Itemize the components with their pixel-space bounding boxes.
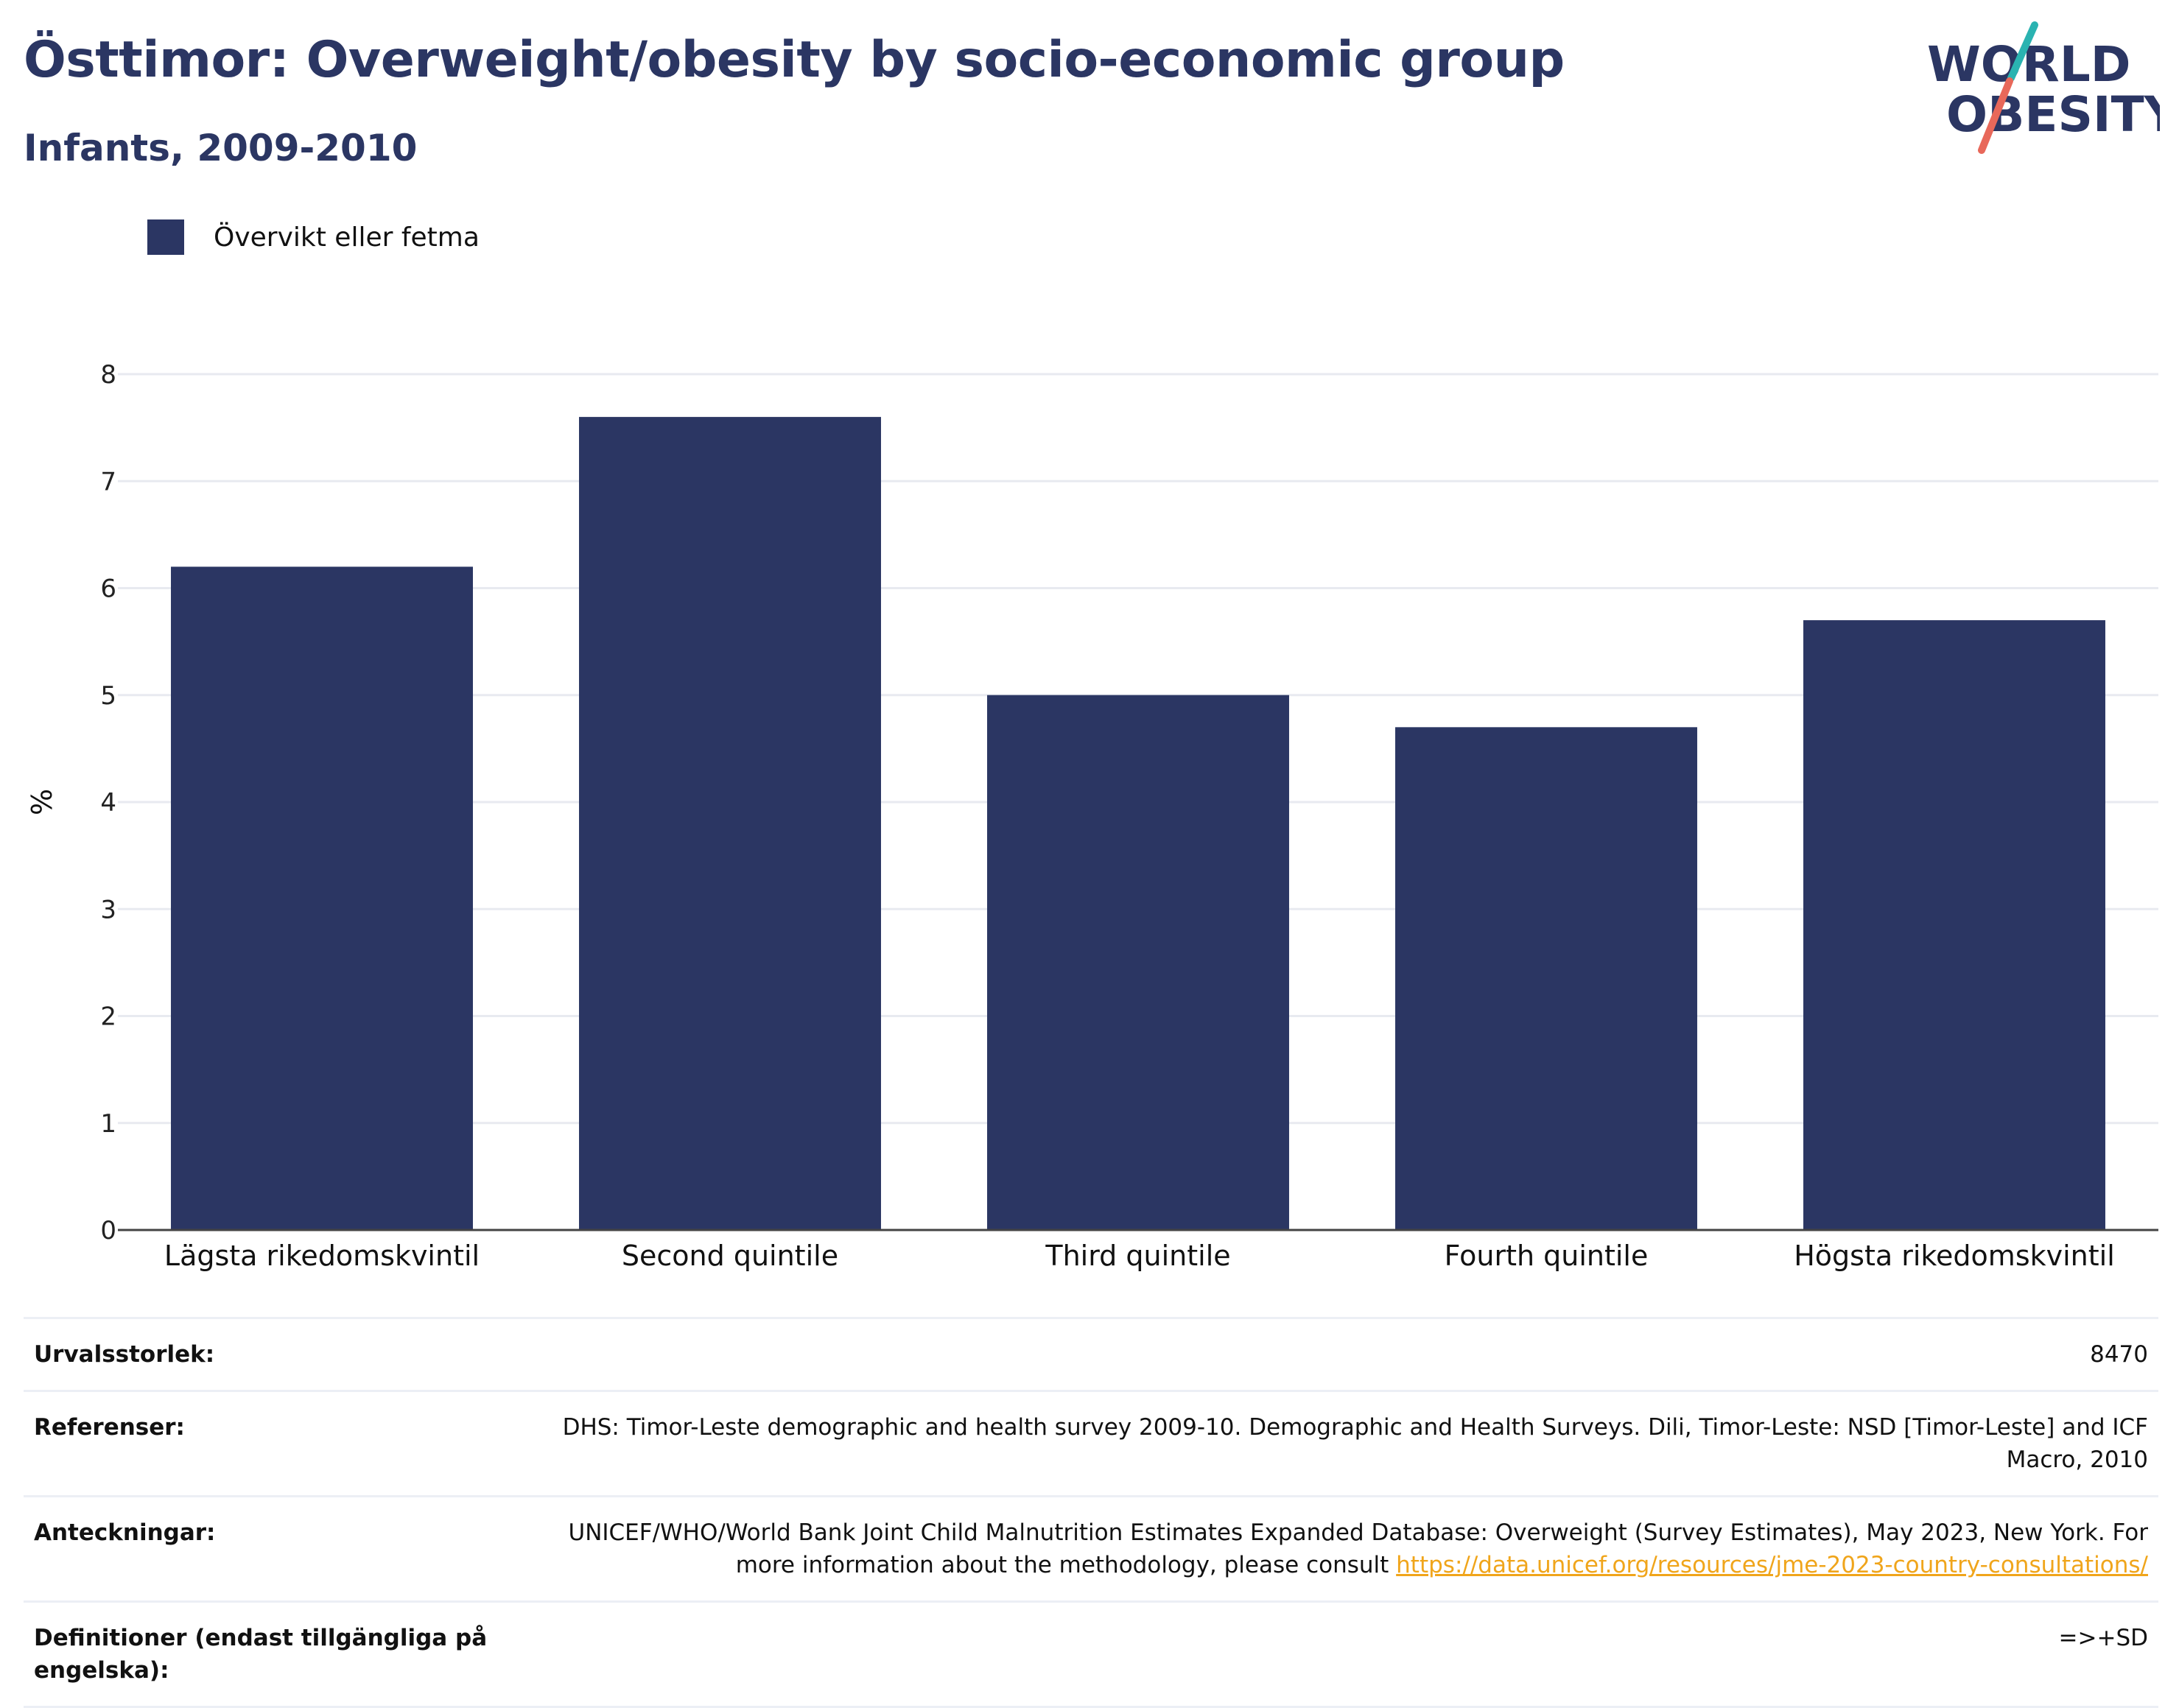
info-key: Urvalsstorlek: xyxy=(24,1317,516,1392)
y-tick-label: 7 xyxy=(100,467,116,496)
axis-labels: 0 1 2 3 4 5 6 7 8 Lägsta rikedomskvintil Second qu… xyxy=(26,360,2115,1272)
bar[interactable] xyxy=(1803,620,2105,1230)
info-key: Definitioner (endast tillgängliga på eng… xyxy=(24,1601,516,1708)
chart-subtitle: Infants, 2009-2010 xyxy=(24,127,418,169)
bars xyxy=(171,417,2105,1230)
info-value: =>+SD xyxy=(516,1601,2158,1708)
info-row-definitions: Definitioner (endast tillgängliga på eng… xyxy=(24,1601,2158,1708)
y-tick-label: 3 xyxy=(100,895,116,924)
y-tick-label: 8 xyxy=(100,360,116,390)
methodology-link[interactable]: https://data.unicef.org/resources/jme-20… xyxy=(1396,1552,2148,1578)
info-row-sample-size: Urvalsstorlek: 8470 xyxy=(24,1317,2158,1392)
bar[interactable] xyxy=(579,417,881,1230)
info-key: Anteckningar: xyxy=(24,1496,516,1603)
x-tick-label: Second quintile xyxy=(622,1240,838,1272)
chart-legend[interactable]: Övervikt eller fetma xyxy=(147,218,480,256)
bar[interactable] xyxy=(171,566,473,1230)
y-axis-title: % xyxy=(26,789,58,815)
notes-text: UNICEF/WHO/World Bank Joint Child Malnut… xyxy=(568,1519,2149,1578)
bar[interactable] xyxy=(987,695,1289,1230)
info-value: DHS: Timor-Leste demographic and health … xyxy=(516,1391,2158,1497)
info-value: 8470 xyxy=(516,1317,2158,1392)
info-row-references: Referenser: DHS: Timor-Leste demographic… xyxy=(24,1391,2158,1497)
legend-label: Övervikt eller fetma xyxy=(214,222,480,253)
world-obesity-logo[interactable]: WORLD OBESITY xyxy=(1924,21,2160,161)
info-key: Referenser: xyxy=(24,1391,516,1497)
y-tick-label: 6 xyxy=(100,574,116,604)
y-tick-label: 2 xyxy=(100,1002,116,1032)
info-row-notes: Anteckningar: UNICEF/WHO/World Bank Join… xyxy=(24,1496,2158,1603)
y-tick-label: 1 xyxy=(100,1109,116,1139)
logo-slash-teal-icon xyxy=(2007,21,2038,82)
x-tick-label: Högsta rikedomskvintil xyxy=(1794,1240,2115,1272)
x-tick-label: Fourth quintile xyxy=(1445,1240,1649,1272)
y-tick-label: 4 xyxy=(100,788,116,818)
bar[interactable] xyxy=(1395,727,1697,1230)
legend-swatch xyxy=(147,219,184,255)
x-tick-label: Third quintile xyxy=(1045,1240,1230,1272)
y-tick-label: 0 xyxy=(100,1216,116,1245)
logo-text-obesity: OBESITY xyxy=(1946,86,2160,143)
info-value: UNICEF/WHO/World Bank Joint Child Malnut… xyxy=(516,1496,2158,1603)
x-tick-label: Lägsta rikedomskvintil xyxy=(164,1240,480,1272)
logo-slash-coral-icon xyxy=(1978,77,2013,154)
info-table: Urvalsstorlek: 8470 Referenser: DHS: Tim… xyxy=(24,1317,2158,1708)
chart-title: Östtimor: Overweight/obesity by socio-ec… xyxy=(24,31,1565,89)
bar-chart: 0 1 2 3 4 5 6 7 8 Lägsta rikedomskvintil Second qu… xyxy=(26,360,2158,1272)
y-tick-label: 5 xyxy=(100,681,116,711)
